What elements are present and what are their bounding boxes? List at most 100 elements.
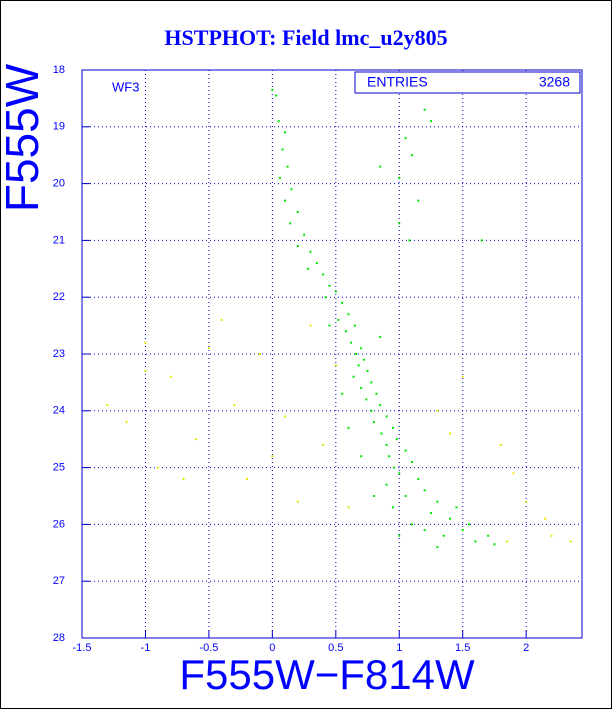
point bbox=[296, 500, 299, 503]
point bbox=[423, 489, 426, 492]
point bbox=[512, 472, 515, 475]
point bbox=[233, 404, 236, 407]
point bbox=[449, 432, 452, 435]
point bbox=[436, 409, 439, 412]
point bbox=[195, 438, 198, 441]
point bbox=[169, 375, 172, 378]
point bbox=[347, 426, 350, 429]
point bbox=[328, 324, 331, 327]
point bbox=[379, 335, 382, 338]
point bbox=[315, 262, 318, 265]
point bbox=[487, 534, 490, 537]
point bbox=[436, 546, 439, 549]
stats-label: ENTRIES bbox=[367, 74, 428, 90]
point bbox=[417, 199, 420, 202]
point bbox=[106, 404, 109, 407]
point bbox=[423, 108, 426, 111]
point bbox=[337, 318, 340, 321]
point bbox=[410, 523, 413, 526]
point bbox=[182, 477, 185, 480]
point bbox=[324, 296, 327, 299]
point bbox=[334, 364, 337, 367]
x-tick-label: 1.5 bbox=[455, 642, 470, 654]
point bbox=[355, 353, 358, 355]
x-tick-label: 2 bbox=[523, 642, 529, 654]
point bbox=[410, 154, 413, 157]
point bbox=[278, 176, 281, 179]
point bbox=[468, 523, 471, 526]
y-tick-label: 26 bbox=[53, 518, 65, 530]
point bbox=[480, 239, 483, 242]
point bbox=[296, 245, 299, 248]
point bbox=[398, 222, 401, 225]
y-tick-label: 24 bbox=[53, 405, 65, 417]
point bbox=[372, 421, 375, 424]
point bbox=[157, 466, 160, 469]
point bbox=[207, 347, 210, 350]
point bbox=[281, 148, 284, 151]
point bbox=[436, 500, 439, 503]
point bbox=[309, 324, 312, 327]
point bbox=[461, 529, 464, 532]
point bbox=[442, 534, 445, 537]
stats-value: 3268 bbox=[539, 74, 570, 90]
x-tick-label: -1 bbox=[141, 642, 151, 654]
point bbox=[289, 222, 292, 225]
point bbox=[322, 443, 325, 446]
point bbox=[398, 534, 401, 537]
point bbox=[309, 250, 312, 253]
y-tick-label: 22 bbox=[53, 291, 65, 303]
point bbox=[275, 94, 278, 97]
point bbox=[525, 500, 528, 503]
point bbox=[271, 455, 274, 458]
point bbox=[284, 199, 287, 202]
y-tick-label: 25 bbox=[53, 462, 65, 474]
point bbox=[449, 517, 452, 520]
point bbox=[375, 392, 378, 395]
point bbox=[379, 165, 382, 168]
point bbox=[385, 483, 388, 486]
point bbox=[370, 409, 373, 412]
point bbox=[391, 426, 394, 429]
chart-title: HSTPHOT: Field lmc_u2y805 bbox=[164, 25, 447, 50]
point bbox=[493, 543, 496, 546]
point bbox=[328, 284, 331, 287]
point bbox=[379, 404, 382, 407]
point bbox=[350, 341, 353, 344]
y-tick-label: 19 bbox=[53, 121, 65, 133]
point bbox=[366, 370, 369, 373]
point bbox=[423, 529, 426, 532]
point bbox=[347, 506, 350, 509]
point bbox=[499, 443, 502, 446]
point bbox=[370, 381, 373, 384]
point bbox=[544, 517, 547, 520]
point bbox=[144, 370, 147, 373]
point bbox=[380, 432, 383, 435]
point bbox=[385, 443, 388, 446]
point bbox=[365, 398, 368, 401]
point bbox=[144, 341, 147, 344]
point bbox=[220, 318, 223, 321]
point bbox=[461, 375, 464, 378]
point bbox=[385, 415, 388, 418]
y-axis-label: F555W bbox=[0, 63, 48, 212]
point bbox=[404, 449, 407, 452]
point bbox=[388, 455, 391, 458]
point bbox=[404, 495, 407, 497]
annotation: WF3 bbox=[112, 79, 139, 94]
point bbox=[474, 540, 477, 543]
stats-box bbox=[354, 71, 581, 94]
point bbox=[344, 330, 347, 333]
point bbox=[284, 415, 287, 418]
point bbox=[360, 347, 363, 350]
point bbox=[506, 540, 509, 543]
point bbox=[362, 358, 365, 361]
x-tick-label: -0.5 bbox=[199, 642, 218, 654]
y-tick-label: 21 bbox=[53, 234, 65, 246]
point bbox=[245, 477, 248, 480]
point bbox=[303, 233, 306, 236]
point bbox=[408, 239, 411, 242]
point bbox=[455, 506, 458, 509]
x-tick-label: 0.5 bbox=[328, 642, 343, 654]
